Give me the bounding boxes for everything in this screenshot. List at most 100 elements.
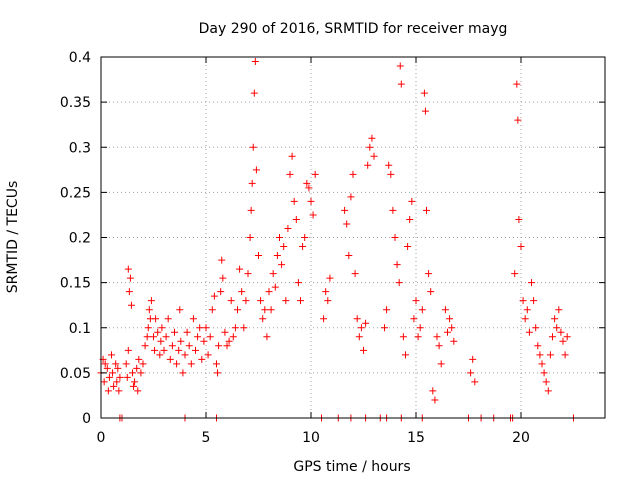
- data-point: [397, 80, 405, 88]
- data-point: [113, 378, 121, 386]
- data-point: [234, 306, 241, 314]
- data-point: [150, 333, 157, 341]
- data-point: [395, 279, 403, 287]
- data-point: [433, 333, 441, 341]
- data-point: [309, 211, 317, 219]
- data-point: [242, 297, 250, 305]
- data-point: [551, 315, 559, 323]
- data-point: [215, 342, 223, 350]
- data-point: [210, 292, 218, 300]
- data-point: [389, 206, 397, 214]
- data-point: [227, 297, 235, 305]
- data-point: [247, 206, 255, 214]
- data-point: [534, 342, 542, 350]
- data-point: [515, 215, 523, 223]
- data-point: [249, 143, 257, 151]
- data-point: [130, 382, 138, 390]
- data-point: [544, 387, 552, 395]
- data-point: [301, 234, 309, 241]
- data-point: [320, 315, 328, 323]
- data-point: [288, 152, 296, 160]
- data-point: [521, 315, 529, 323]
- data-point: [519, 297, 527, 305]
- data-point: [123, 373, 131, 381]
- data-point: [151, 346, 159, 354]
- data-point: [185, 342, 193, 350]
- data-point: [221, 328, 229, 336]
- data-point: [206, 333, 214, 341]
- data-point: [425, 270, 433, 278]
- data-point: [435, 342, 443, 350]
- data-point: [469, 355, 477, 363]
- chart-title: Day 290 of 2016, SRMTID for receiver may…: [199, 21, 508, 37]
- data-point: [240, 324, 248, 332]
- data-point: [450, 337, 458, 345]
- data-point: [157, 337, 165, 345]
- data-point: [538, 360, 546, 368]
- data-point: [273, 252, 281, 260]
- data-point: [202, 324, 210, 332]
- data-point: [181, 351, 189, 359]
- data-point: [404, 243, 412, 251]
- data-point: [164, 315, 172, 323]
- data-point: [370, 152, 378, 160]
- data-point: [160, 346, 168, 354]
- data-point: [355, 333, 363, 341]
- data-point: [238, 288, 246, 296]
- data-point: [561, 351, 569, 359]
- data-point: [408, 197, 416, 205]
- data-point: [127, 301, 135, 309]
- data-point: [198, 355, 206, 363]
- data-point: [343, 220, 351, 228]
- data-point: [189, 315, 197, 323]
- data-point: [278, 261, 286, 269]
- data-point: [137, 369, 145, 377]
- data-point: [437, 360, 445, 368]
- data-point: [255, 252, 262, 260]
- data-point: [530, 297, 538, 305]
- data-point: [467, 369, 475, 377]
- data-point: [171, 328, 178, 336]
- data-point: [366, 143, 374, 151]
- data-point: [204, 351, 212, 359]
- data-point: [546, 351, 554, 359]
- data-point: [173, 360, 181, 368]
- data-point: [399, 333, 407, 341]
- data-point: [114, 364, 122, 372]
- data-point: [124, 346, 132, 354]
- marks-layer: [97, 58, 577, 422]
- data-point: [219, 274, 227, 282]
- ticks-layer: 0 0.05 0.1 0.15 0.2 0.25 0.3 0.35 0.4 0 5 10 15 20: [60, 50, 605, 446]
- data-point: [387, 170, 395, 178]
- data-point: [536, 351, 544, 359]
- data-point: [353, 315, 361, 323]
- data-point: [429, 387, 437, 395]
- data-point: [523, 306, 531, 314]
- data-point: [244, 270, 252, 278]
- data-point: [144, 324, 152, 332]
- y-tick-label: 0.15: [60, 276, 91, 292]
- data-point: [444, 328, 451, 336]
- data-point: [406, 215, 414, 223]
- data-point: [393, 261, 401, 269]
- data-point: [133, 364, 141, 372]
- data-point: [110, 382, 118, 390]
- data-point: [134, 387, 142, 395]
- data-point: [103, 364, 111, 372]
- y-tick-label: 0.25: [60, 185, 91, 201]
- data-point: [269, 270, 277, 278]
- data-point: [532, 324, 540, 332]
- x-tick-label: 5: [202, 430, 211, 446]
- data-point: [412, 297, 420, 305]
- data-point: [156, 351, 164, 359]
- data-point: [441, 306, 449, 314]
- data-point: [381, 324, 388, 332]
- data-point: [176, 306, 184, 314]
- data-point: [364, 161, 372, 169]
- data-point: [540, 369, 548, 377]
- data-point: [290, 197, 298, 205]
- data-point: [420, 89, 428, 97]
- data-point: [261, 306, 269, 314]
- x-axis-label: GPS time / hours: [293, 459, 410, 475]
- data-point: [194, 333, 202, 341]
